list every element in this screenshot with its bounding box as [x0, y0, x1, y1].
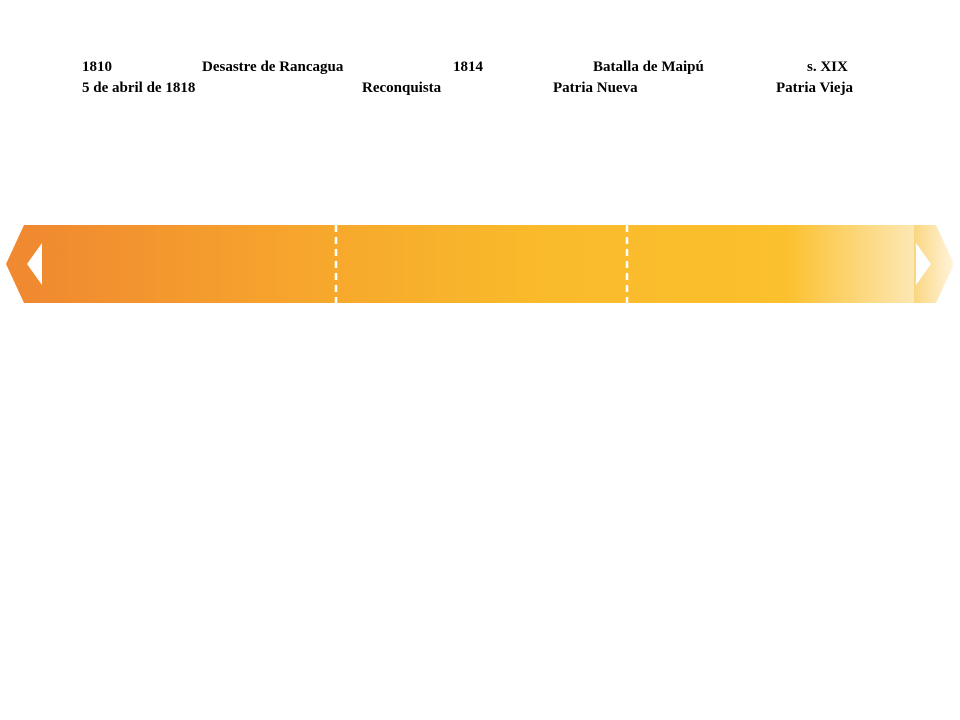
timeline-label-sxix: s. XIX [807, 59, 848, 75]
timeline-label-reconquista: Reconquista [362, 80, 442, 96]
timeline-label-maipu: Batalla de Maipú [593, 59, 704, 75]
timeline-label-1810: 1810 [82, 59, 112, 75]
arrow-left-icon [6, 225, 42, 303]
timeline-label-1814: 1814 [453, 59, 483, 75]
timeline-label-rancagua: Desastre de Rancagua [202, 59, 344, 75]
timeline-band [36, 225, 918, 303]
timeline-label-5-abril-1818: 5 de abril de 1818 [82, 80, 196, 96]
timeline-label-patria-vieja: Patria Vieja [776, 80, 854, 96]
arrow-right-icon [914, 225, 954, 303]
timeline-label-patria-nueva: Patria Nueva [553, 80, 638, 96]
